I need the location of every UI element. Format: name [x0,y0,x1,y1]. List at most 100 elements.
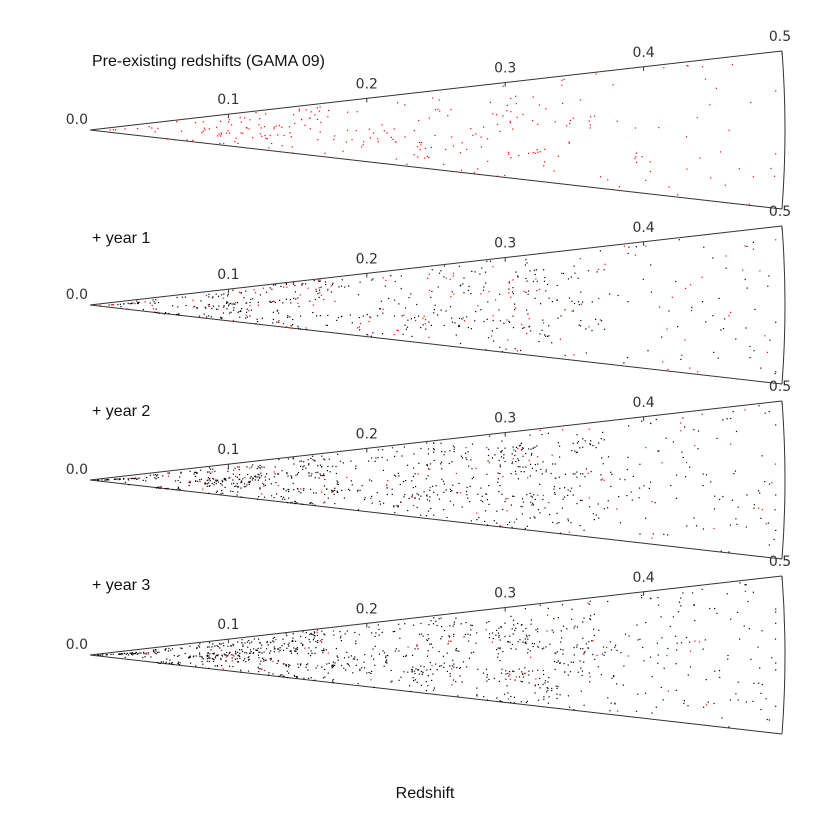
galaxy-point [157,476,159,479]
x-axis-label: Redshift [396,785,455,802]
galaxy-point [192,656,194,658]
galaxy-point [355,130,357,132]
galaxy-point [765,698,767,700]
galaxy-point [635,710,638,712]
galaxy-point [572,494,574,496]
galaxy-point [687,674,689,676]
galaxy-point [474,320,476,322]
galaxy-point [291,476,293,478]
galaxy-point [574,473,576,475]
galaxy-point [287,677,289,679]
galaxy-point [524,264,526,266]
galaxy-point [535,678,537,680]
galaxy-point [364,654,366,656]
galaxy-point [747,600,749,603]
galaxy-point [611,677,613,679]
galaxy-point [237,661,239,663]
galaxy-point [489,260,491,262]
galaxy-point [686,525,688,527]
galaxy-point [516,116,518,118]
galaxy-point [429,463,432,465]
galaxy-point [386,659,388,661]
galaxy-point [394,650,396,652]
galaxy-point [671,296,673,298]
galaxy-point [746,245,748,247]
galaxy-point [258,124,260,126]
galaxy-point [753,504,755,506]
galaxy-point [420,633,423,635]
galaxy-point [512,458,514,460]
galaxy-point [509,678,511,680]
galaxy-point [269,657,271,660]
galaxy-point [427,510,430,512]
galaxy-point [537,646,539,648]
galaxy-point [601,478,604,480]
galaxy-point [551,342,553,344]
galaxy-point [559,662,561,664]
galaxy-point [356,490,359,492]
galaxy-point [297,325,299,327]
galaxy-point [112,304,114,306]
galaxy-point [466,486,468,488]
galaxy-point [308,464,310,466]
galaxy-point [480,487,482,489]
galaxy-point [731,499,733,501]
galaxy-point [259,118,261,120]
galaxy-point [487,138,489,140]
galaxy-point [525,259,527,261]
galaxy-point [536,445,538,447]
galaxy-point [493,520,495,522]
tick-label: 0.3 [494,411,516,427]
galaxy-point [430,296,432,298]
galaxy-point [335,647,337,650]
galaxy-point [248,481,250,483]
galaxy-point [557,685,559,688]
cone-outer-arc [781,575,786,735]
galaxy-point [207,477,209,479]
galaxy-point [645,517,647,519]
galaxy-point [738,168,740,170]
galaxy-point [330,285,332,287]
galaxy-point [291,324,294,326]
galaxy-point [556,284,558,286]
galaxy-point [229,312,231,314]
galaxy-point [223,306,225,308]
galaxy-point [221,655,223,657]
galaxy-point [577,301,580,303]
galaxy-point [527,293,529,295]
galaxy-point [413,467,415,469]
galaxy-point [287,475,289,477]
galaxy-point [573,647,575,649]
galaxy-point [424,157,426,159]
galaxy-point [97,654,99,656]
galaxy-point [404,136,406,138]
galaxy-point [555,477,557,479]
galaxy-point [607,500,609,502]
galaxy-point [506,104,508,106]
galaxy-point [749,357,751,359]
galaxy-point [413,129,415,132]
galaxy-point [426,464,428,466]
galaxy-point [520,701,522,703]
galaxy-point [416,644,418,646]
galaxy-point [293,647,295,649]
galaxy-point [319,315,321,317]
galaxy-point [531,453,533,455]
galaxy-point [294,291,296,293]
galaxy-point [548,335,550,337]
galaxy-point [155,653,157,655]
galaxy-point [320,286,322,288]
galaxy-point [642,646,644,649]
galaxy-point [622,684,624,686]
galaxy-point [533,516,535,518]
galaxy-point [489,101,491,103]
galaxy-point [645,622,647,624]
galaxy-point [574,450,576,452]
galaxy-point [244,652,246,654]
galaxy-point [375,457,377,459]
galaxy-point [424,147,427,149]
galaxy-point [526,309,528,311]
galaxy-point [314,298,317,301]
galaxy-point [505,670,507,672]
galaxy-point [661,336,663,338]
